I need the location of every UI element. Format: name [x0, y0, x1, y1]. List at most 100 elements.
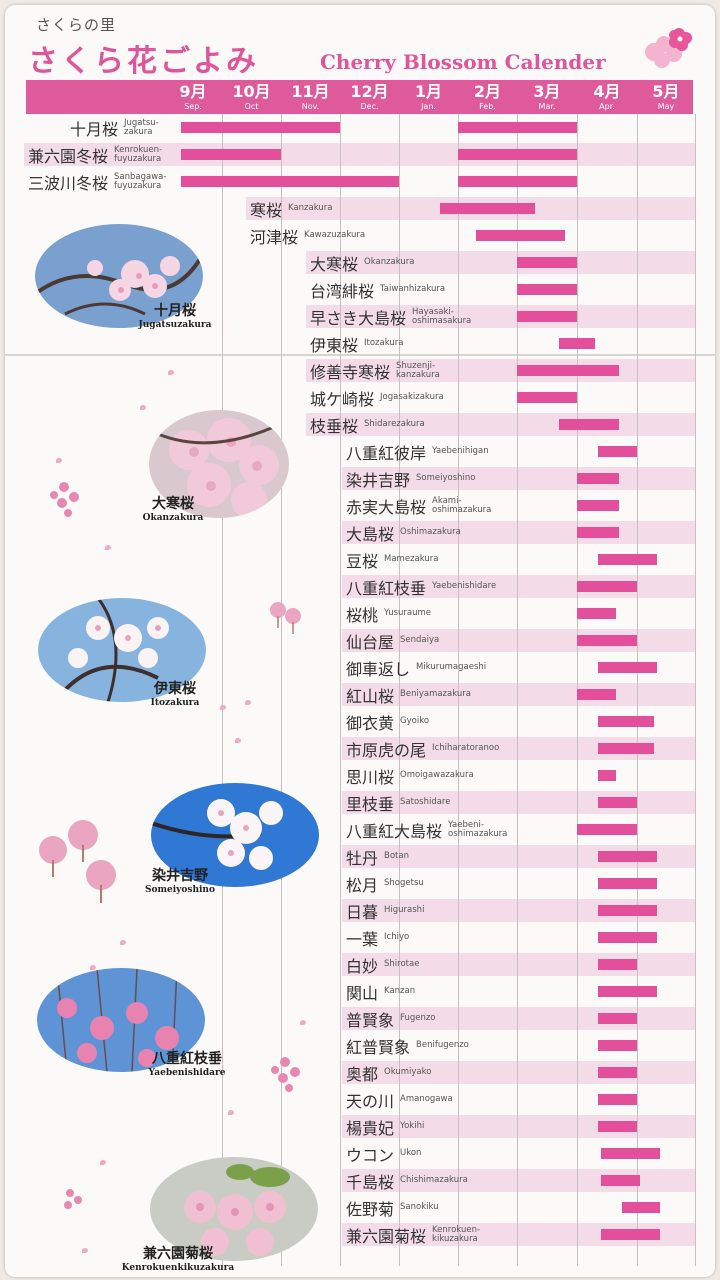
variety-label: 牡丹 Botan — [346, 843, 409, 870]
variety-name-jp: 関山 — [346, 983, 379, 1003]
variety-name-romaji: Someiyoshino — [416, 473, 476, 483]
variety-name-jp: 八重紅彼岸 — [346, 443, 427, 463]
month-gridline — [517, 114, 518, 1266]
variety-label: 関山 Kanzan — [346, 978, 415, 1005]
month-gridline — [399, 114, 400, 1266]
variety-name-romaji: Sendaiya — [400, 635, 440, 645]
row-band — [342, 953, 695, 976]
month-en: Nov. — [301, 102, 320, 111]
variety-label: 八重紅大島桜 Yaebeni-oshimazakura — [346, 816, 507, 843]
month-label: 10月 Oct — [222, 80, 281, 114]
variety-name-jp: 白妙 — [346, 956, 379, 976]
month-jp: 10月 — [232, 82, 271, 101]
bloom-bar — [601, 1175, 640, 1186]
variety-label: 仙台屋 Sendaiya — [346, 627, 439, 654]
variety-name-jp: 八重紅枝垂 — [346, 578, 427, 598]
cherry-blossom-icon — [645, 28, 692, 68]
row-band — [342, 1061, 695, 1084]
month-label: 9月 Sep. — [164, 80, 222, 114]
month-en: Dec. — [360, 102, 379, 111]
variety-label: 早さき大島桜 Hayasaki-oshimasakura — [310, 303, 471, 330]
photo-caption-kenrokuenkikuzakura: 兼六園菊桜 Kenrokuenkikuzakura — [121, 1246, 235, 1273]
bloom-bar — [458, 176, 577, 187]
variety-name-jp: 修善寺寒桜 — [310, 362, 391, 382]
variety-name-jp: 千島桜 — [346, 1172, 395, 1192]
variety-name-jp: 思川桜 — [346, 767, 395, 787]
variety-name-jp: 御車返し — [346, 659, 411, 679]
variety-label: 御衣黄 Gyoiko — [346, 708, 429, 735]
variety-label: 豆桜 Mamezakura — [346, 546, 439, 573]
row-band — [306, 359, 695, 382]
variety-label: ウコン Ukon — [346, 1140, 421, 1167]
bloom-bar — [598, 662, 658, 673]
bloom-bar — [598, 905, 658, 916]
variety-name-romaji: Mamezakura — [384, 554, 439, 564]
variety-name-romaji: Chishimazakura — [400, 1175, 468, 1185]
variety-label: 天の川 Amanogawa — [346, 1086, 453, 1113]
variety-name-romaji: Kawazuzakura — [304, 230, 366, 240]
variety-name-jp: 紅山桜 — [346, 686, 395, 706]
petal-icon — [235, 738, 241, 743]
photo-jugatsuzakura — [35, 224, 203, 328]
month-en: Mar. — [538, 102, 556, 111]
bloom-bar — [517, 311, 577, 322]
variety-name-romaji: Ichiyo — [384, 932, 410, 942]
variety-label: 佐野菊 Sanokiku — [346, 1194, 439, 1221]
photo-itozakura — [38, 598, 206, 702]
variety-label: 城ケ崎桜 Jogasakizakura — [310, 384, 444, 411]
row-band — [342, 467, 695, 490]
variety-label: 十月桜 Jugatsu-zakura — [70, 114, 159, 141]
variety-label: 日暮 Higurashi — [346, 897, 424, 924]
month-jp: 9月 — [179, 82, 207, 101]
month-label: 11月 Nov. — [281, 80, 340, 114]
row-band — [342, 683, 695, 706]
variety-label: 里枝垂 Satoshidare — [346, 789, 450, 816]
month-jp: 11月 — [291, 82, 330, 101]
variety-name-romaji: Fugenzo — [400, 1013, 436, 1023]
subtitle: さくらの里 — [36, 16, 117, 34]
cherry-blossom-icon — [64, 1189, 82, 1209]
variety-name-romaji: Yaebeni-oshimazakura — [448, 819, 508, 839]
variety-name-romaji: Yaebenishidare — [432, 581, 497, 591]
variety-name-jp: 桜桃 — [346, 605, 379, 625]
bloom-bar — [181, 149, 281, 160]
month-jp: 2月 — [473, 82, 502, 101]
variety-name-romaji: Kanzakura — [288, 203, 333, 213]
month-gridline — [458, 114, 459, 1266]
bloom-bar — [601, 1229, 661, 1240]
petal-icon — [56, 458, 62, 463]
variety-name-jp: 市原虎の尾 — [346, 740, 427, 760]
row-band — [306, 305, 695, 328]
variety-name-romaji: Okumiyako — [384, 1067, 432, 1077]
variety-name-jp: 牡丹 — [346, 848, 379, 868]
variety-label: 八重紅枝垂 Yaebenishidare — [346, 573, 496, 600]
bloom-bar — [577, 689, 616, 700]
month-gridline — [637, 114, 638, 1266]
petal-icon — [105, 545, 111, 550]
variety-label: 松月 Shogetsu — [346, 870, 424, 897]
variety-name-romaji: Higurashi — [384, 905, 425, 915]
title-english: Cherry Blossom Calender — [320, 50, 606, 74]
variety-name-romaji: Shogetsu — [384, 878, 424, 888]
photo-caption-okanzakura: 大寒桜 Okanzakura — [142, 496, 204, 523]
variety-name-romaji: Omoigawazakura — [400, 770, 474, 780]
bloom-bar — [577, 608, 616, 619]
row-band — [342, 1223, 695, 1246]
variety-name-jp: 大寒桜 — [310, 254, 359, 274]
variety-name-jp: 仙台屋 — [346, 632, 395, 652]
variety-label: 枝垂桜 Shidarezakura — [310, 411, 425, 438]
variety-name-romaji: Shuzenji-kanzakura — [396, 360, 440, 380]
variety-name-jp: 寒桜 — [250, 200, 283, 220]
variety-name-jp: 天の川 — [346, 1091, 395, 1111]
bloom-bar — [559, 338, 595, 349]
variety-name-romaji: Sanokiku — [400, 1202, 439, 1212]
photo-yaebenishidare — [37, 968, 205, 1072]
row-band — [306, 251, 695, 274]
petal-icon — [90, 965, 96, 970]
bloom-bar — [598, 1121, 637, 1132]
bloom-bar — [517, 284, 577, 295]
bloom-bar — [440, 203, 535, 214]
bloom-bar — [577, 581, 637, 592]
month-en: May — [657, 102, 675, 111]
petal-icon — [168, 370, 174, 375]
